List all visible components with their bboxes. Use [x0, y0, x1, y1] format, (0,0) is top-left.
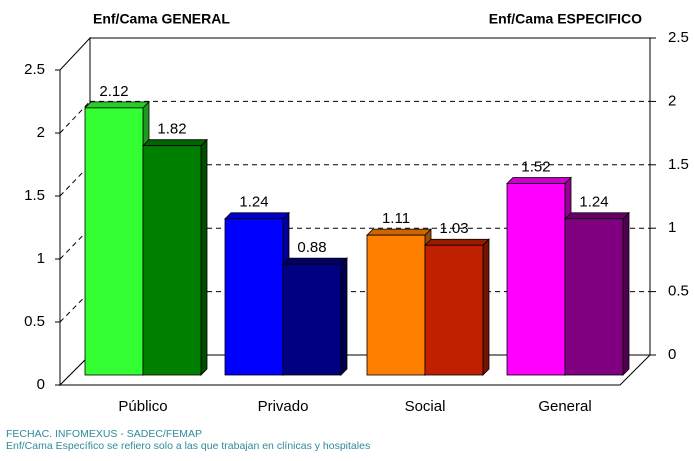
bar-top: [424, 238, 490, 246]
y2-axis-title: Enf/Cama ESPECIFICO: [489, 11, 642, 27]
y-tick-label: 2: [37, 124, 45, 141]
x-tick-label: Social: [405, 398, 446, 415]
grid-line: [59, 101, 91, 134]
bar: [366, 234, 426, 376]
footer-line: FECHAC. INFOMEXUS - SADEC/FEMAP: [6, 428, 203, 440]
y2-tick-label: 2: [668, 92, 676, 109]
bar: [142, 145, 202, 376]
data-label: 1.11: [382, 210, 410, 227]
data-label: 2.12: [99, 83, 128, 100]
bar: [282, 263, 342, 376]
bar-top: [84, 101, 150, 109]
bar-top: [506, 177, 572, 184]
y-tick-label: 0.5: [24, 313, 45, 330]
grid-line: [59, 291, 91, 323]
y-tick-label: 0: [37, 376, 45, 393]
grid-line: [59, 227, 91, 260]
data-label: 1.24: [239, 194, 268, 211]
y2-tick-label: 0: [668, 346, 676, 363]
bar-side: [200, 138, 208, 376]
y-tick-label: 2.5: [24, 61, 45, 78]
bar: [224, 218, 284, 376]
data-label: 1.52: [521, 158, 550, 175]
y2-tick-label: 0.5: [668, 283, 689, 300]
bar: [506, 183, 566, 376]
bar: [564, 218, 624, 376]
y-tick-label: 1: [37, 250, 45, 267]
bar: [84, 107, 144, 376]
x-tick-label: Público: [118, 398, 167, 415]
chart: Enf/Cama GENERAL Enf/Cama ESPECIFICO 0 0.…: [24, 11, 689, 415]
y-axis-title: Enf/Cama GENERAL: [93, 11, 230, 27]
y2-tick-label: 1.5: [668, 156, 689, 173]
bar-top: [366, 228, 432, 236]
bar-top: [142, 139, 208, 147]
x-tick-label: Privado: [258, 398, 309, 415]
bar-side: [482, 238, 490, 376]
y2-tick-label: 1: [668, 219, 676, 236]
bar-top: [224, 212, 290, 220]
y2-tick-label: 2.5: [668, 29, 689, 46]
data-label: 1.03: [439, 220, 468, 237]
bar-top: [564, 212, 630, 220]
data-label: 0.88: [297, 239, 326, 256]
x-tick-label: General: [538, 398, 591, 415]
bar-top: [282, 257, 348, 265]
bar: [424, 244, 484, 376]
data-label: 1.82: [157, 121, 186, 138]
bar-side: [340, 257, 348, 376]
footer-line: Enf/Cama Específico se refiero solo a la…: [6, 440, 371, 452]
bar-side: [622, 211, 630, 376]
y-tick-label: 1.5: [24, 187, 45, 204]
data-label: 1.24: [579, 194, 608, 211]
